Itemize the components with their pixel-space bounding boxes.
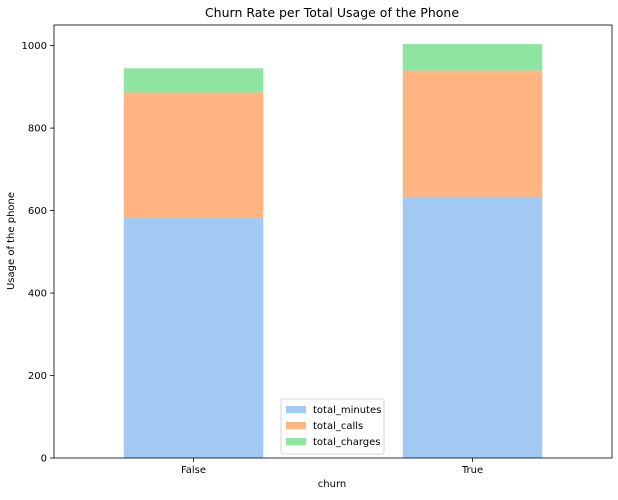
bar-total_minutes-false — [123, 217, 264, 458]
legend: total_minutes total_calls total_charges — [280, 398, 385, 455]
bar-total_charges-true — [402, 43, 543, 71]
y-tick-label: 1000 — [22, 41, 47, 52]
y-tick-label: 800 — [28, 124, 47, 135]
y-axis-label: Usage of the phone — [6, 192, 17, 290]
y-tick-label: 400 — [28, 289, 47, 300]
legend-swatch-total_charges — [286, 438, 306, 445]
x-tick-label-false: False — [181, 465, 206, 476]
bar-total_minutes-true — [402, 196, 543, 459]
legend-swatch-total_minutes — [286, 406, 306, 413]
y-tick-label: 200 — [28, 371, 47, 382]
y-tick-label: 600 — [28, 206, 47, 217]
axes-layer — [53, 24, 613, 459]
bar-total_charges-false — [123, 68, 264, 93]
legend-box — [280, 398, 385, 455]
legend-swatch-total_calls — [286, 422, 306, 429]
bars-layer — [123, 43, 543, 459]
legend-label-total_charges: total_charges — [313, 437, 380, 448]
ticks-layer: False True 0 200 400 600 800 1000 — [22, 41, 484, 476]
legend-label-total_minutes: total_minutes — [313, 405, 381, 416]
bar-total_calls-false — [123, 92, 264, 218]
x-tick-label-true: True — [461, 465, 483, 476]
legend-label-total_calls: total_calls — [313, 421, 363, 432]
bar-total_calls-true — [402, 70, 543, 197]
y-tick-label: 0 — [41, 454, 47, 465]
plot-frame — [53, 24, 613, 459]
x-axis-label: churn — [318, 479, 346, 490]
chart-title: Churn Rate per Total Usage of the Phone — [205, 5, 459, 20]
